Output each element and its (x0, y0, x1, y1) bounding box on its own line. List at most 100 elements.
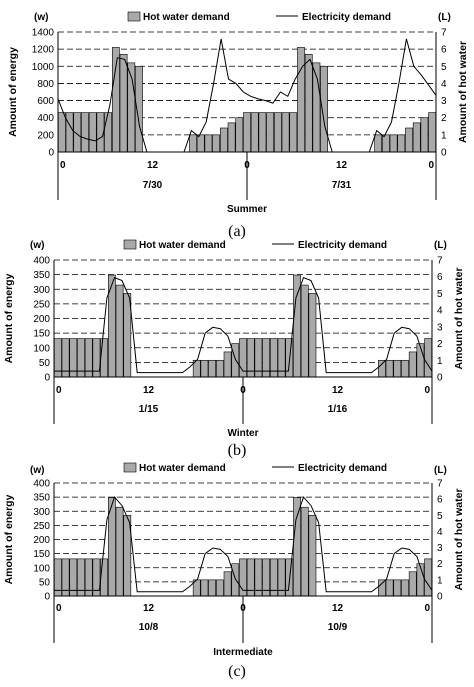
y-left-tick-label: 50 (39, 577, 51, 588)
hot-water-bar (196, 134, 205, 153)
hot-water-bar (389, 134, 398, 153)
hot-water-bar (115, 506, 124, 597)
y-right-tick-label: 7 (437, 479, 443, 490)
y-left-tick-label: 400 (37, 113, 54, 124)
y-right-tick-label: 4 (441, 79, 447, 90)
season-label: Summer (227, 204, 267, 215)
hot-water-bar (112, 47, 120, 153)
hot-water-bar (408, 351, 417, 378)
y-left-axis-title: Amount of energy (3, 494, 15, 584)
y-left-tick-label: 350 (33, 493, 50, 504)
hot-water-bar (200, 579, 209, 597)
y-left-unit: (w) (30, 465, 44, 476)
x-tick-label: 0 (428, 160, 434, 171)
y-right-tick-label: 1 (437, 356, 443, 367)
y-left-tick-label: 800 (37, 79, 54, 90)
y-left-tick-label: 300 (33, 507, 50, 518)
legend-electricity: Electricity demand (298, 463, 387, 474)
hot-water-bar (281, 112, 290, 153)
y-left-tick-label: 200 (33, 535, 50, 546)
hot-water-bar (96, 112, 105, 153)
x-tick-label: 0 (424, 385, 430, 396)
y-right-tick-label: 6 (437, 495, 443, 506)
y-right-tick-label: 2 (437, 339, 443, 350)
hot-water-bar (401, 359, 409, 378)
hot-water-bar (223, 571, 232, 597)
hot-water-bar (424, 558, 433, 597)
hot-water-bar (88, 112, 97, 153)
x-tick-label: 12 (332, 385, 344, 396)
y-left-tick-label: 50 (39, 358, 51, 369)
y-left-tick-label: 1400 (32, 28, 55, 39)
hot-water-bar (200, 359, 209, 378)
y-right-tick-label: 5 (441, 62, 447, 73)
day-label: 10/9 (328, 622, 348, 633)
hot-water-bar (297, 47, 305, 153)
hot-water-bar (401, 579, 409, 597)
hot-water-bar (424, 338, 433, 378)
x-tick-label: 12 (332, 603, 344, 614)
hot-water-bar (227, 122, 236, 153)
y-right-tick-label: 3 (437, 322, 443, 333)
y-right-axis-title: Amount of hot water (453, 488, 465, 590)
y-left-tick-label: 150 (33, 329, 50, 340)
y-right-tick-label: 3 (441, 96, 447, 107)
hot-water-bar (204, 134, 213, 153)
hot-water-bar (308, 293, 317, 378)
y-left-tick-label: 150 (33, 549, 50, 560)
y-left-tick-label: 200 (37, 130, 54, 141)
hot-water-bar (189, 134, 197, 153)
electricity-line (57, 38, 437, 153)
y-right-tick-label: 7 (441, 28, 447, 39)
hot-water-bar (385, 579, 394, 597)
y-left-unit: (w) (30, 240, 44, 251)
hot-water-bar (223, 351, 232, 378)
y-left-tick-label: 1000 (32, 62, 55, 73)
day-label: 7/31 (332, 180, 352, 191)
hot-water-bar (393, 579, 402, 597)
y-right-tick-label: 0 (441, 148, 447, 159)
hot-water-bar (377, 579, 386, 597)
legend-hot-water: Hot water demand (139, 463, 226, 474)
hot-water-bar (220, 127, 228, 153)
y-left-axis-title: Amount of energy (3, 273, 15, 363)
hot-water-bar (250, 112, 259, 153)
day-label: 10/8 (139, 622, 159, 633)
hot-water-bar (428, 112, 437, 153)
y-left-tick-label: 1200 (32, 45, 55, 56)
y-left-tick-label: 0 (48, 148, 54, 159)
y-left-tick-label: 200 (33, 314, 50, 325)
hot-water-bar (235, 117, 244, 153)
hot-water-bar (381, 134, 390, 153)
x-tick-label: 0 (424, 603, 430, 614)
y-right-unit: (L) (434, 465, 447, 476)
hot-water-bar (289, 112, 298, 153)
hot-water-bar (208, 359, 216, 378)
hot-water-bar (57, 112, 66, 153)
y-right-tick-label: 2 (441, 113, 447, 124)
hot-water-bar (208, 579, 216, 597)
y-right-unit: (L) (434, 240, 447, 251)
legend-hot-water: Hot water demand (143, 12, 230, 23)
y-left-tick-label: 600 (37, 96, 54, 107)
y-left-tick-label: 350 (33, 270, 50, 281)
legend-electricity: Electricity demand (298, 240, 387, 251)
hot-water-bar (104, 112, 113, 153)
legend-swatch-hot-water (123, 462, 137, 473)
electricity-line (54, 496, 433, 593)
y-left-tick-label: 0 (44, 373, 50, 384)
y-right-tick-label: 6 (441, 45, 447, 56)
y-right-tick-label: 1 (441, 130, 447, 141)
y-left-axis-title: Amount of energy (7, 47, 19, 137)
hot-water-bar (304, 53, 313, 153)
hot-water-bar (393, 359, 402, 378)
y-left-tick-label: 400 (33, 256, 50, 267)
hot-water-bar (405, 127, 413, 153)
hot-water-bar (293, 497, 301, 597)
x-tick-label: 12 (147, 160, 159, 171)
y-right-tick-label: 6 (437, 272, 443, 283)
